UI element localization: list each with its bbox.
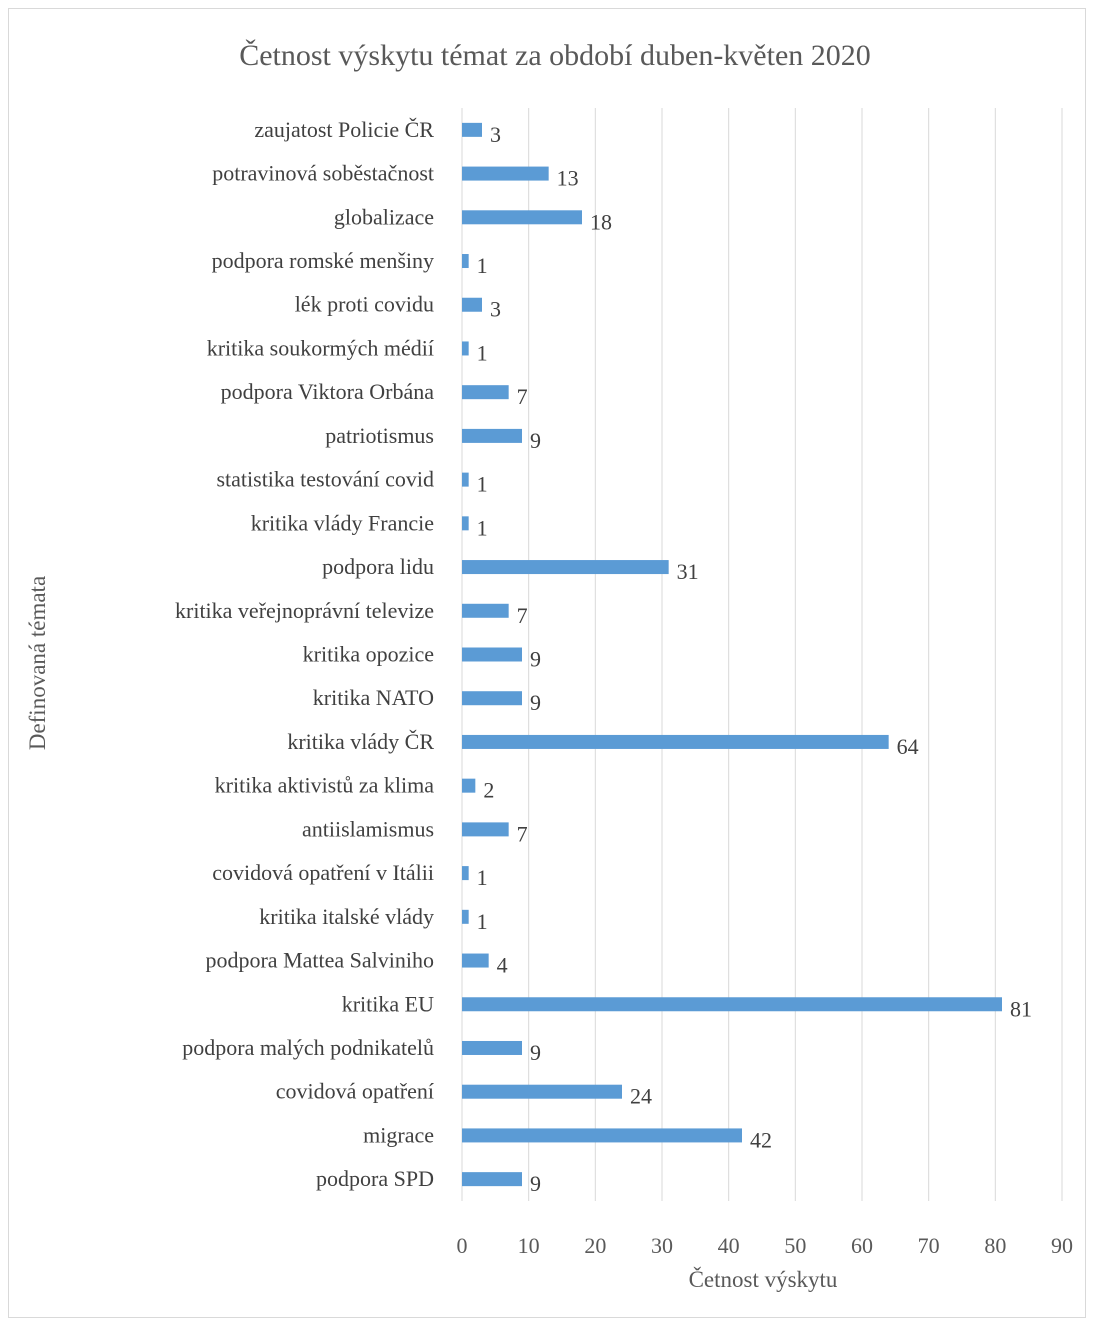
data-label-6: 1 xyxy=(477,340,488,365)
category-label-13: kritika opozice xyxy=(303,642,434,667)
bar-9 xyxy=(462,472,469,487)
bar-5 xyxy=(462,297,482,312)
data-label-10: 1 xyxy=(477,515,488,540)
data-label-3: 18 xyxy=(590,209,612,234)
category-label-16: kritika aktivistů za klima xyxy=(215,773,435,798)
bar-15 xyxy=(462,734,889,749)
data-label-23: 24 xyxy=(630,1084,652,1109)
x-tick-label-0: 0 xyxy=(457,1233,468,1258)
category-label-9: statistika testování covid xyxy=(216,467,434,492)
chart-title: Četnost výskytu témat za období duben-kv… xyxy=(239,39,871,72)
data-label-14: 9 xyxy=(530,690,541,715)
category-label-3: globalizace xyxy=(334,204,434,229)
data-label-19: 1 xyxy=(477,909,488,934)
x-tick-label-40: 40 xyxy=(718,1233,740,1258)
data-label-16: 2 xyxy=(483,778,494,803)
bar-24 xyxy=(462,1128,742,1143)
category-label-4: podpora romské menšiny xyxy=(212,248,434,273)
category-labels: zaujatost Policie ČR potravinová soběstač… xyxy=(175,117,434,1191)
category-label-20: podpora Mattea Salviniho xyxy=(205,948,434,973)
bar-8 xyxy=(462,428,522,443)
bar-16 xyxy=(462,778,476,793)
data-label-17: 7 xyxy=(517,821,528,846)
bar-18 xyxy=(462,866,469,881)
category-label-8: patriotismus xyxy=(325,423,434,448)
category-label-14: kritika NATO xyxy=(313,685,434,710)
category-label-24: migrace xyxy=(363,1122,434,1147)
category-label-2: potravinová soběstačnost xyxy=(212,161,434,186)
category-label-7: podpora Viktora Orbána xyxy=(221,379,435,404)
bar-6 xyxy=(462,341,469,356)
x-tick-label-90: 90 xyxy=(1051,1233,1073,1258)
bar-1 xyxy=(462,122,482,137)
bars xyxy=(462,122,1002,1187)
data-label-4: 1 xyxy=(477,253,488,278)
data-label-8: 9 xyxy=(530,428,541,453)
category-label-12: kritika veřejnoprávní televize xyxy=(175,598,434,623)
bar-22 xyxy=(462,1040,522,1055)
data-label-11: 31 xyxy=(677,559,699,584)
data-label-15: 64 xyxy=(897,734,919,759)
bar-11 xyxy=(462,560,669,575)
category-label-17: antiislamismus xyxy=(302,816,434,841)
bar-25 xyxy=(462,1172,522,1187)
data-label-21: 81 xyxy=(1010,996,1032,1021)
x-tick-label-80: 80 xyxy=(984,1233,1006,1258)
data-label-2: 13 xyxy=(557,166,579,191)
x-tick-label-20: 20 xyxy=(584,1233,606,1258)
x-tick-label-60: 60 xyxy=(851,1233,873,1258)
x-tick-label-70: 70 xyxy=(918,1233,940,1258)
category-label-10: kritika vlády Francie xyxy=(251,510,434,535)
bar-12 xyxy=(462,603,509,618)
x-tick-label-10: 10 xyxy=(518,1233,540,1258)
bar-3 xyxy=(462,210,582,225)
data-label-18: 1 xyxy=(477,865,488,890)
x-tick-label-30: 30 xyxy=(651,1233,673,1258)
data-label-5: 3 xyxy=(490,297,501,322)
bar-4 xyxy=(462,254,469,269)
bar-7 xyxy=(462,385,509,400)
gridlines xyxy=(461,108,1063,1201)
bar-13 xyxy=(462,647,522,662)
data-label-20: 4 xyxy=(497,953,508,978)
bar-14 xyxy=(462,691,522,706)
category-label-11: podpora lidu xyxy=(322,554,434,579)
data-label-1: 3 xyxy=(490,122,501,147)
data-label-24: 42 xyxy=(750,1127,772,1152)
category-label-6: kritika soukormých médií xyxy=(207,335,434,360)
bar-23 xyxy=(462,1084,622,1099)
bar-chart: Četnost výskytu témat za období duben-kv… xyxy=(25,39,1074,1292)
category-label-21: kritika EU xyxy=(342,991,434,1016)
x-axis-title: Četnost výskytu xyxy=(689,1266,838,1292)
bar-17 xyxy=(462,822,509,837)
data-label-25: 9 xyxy=(530,1171,541,1196)
x-tick-label-50: 50 xyxy=(784,1233,806,1258)
category-label-25: podpora SPD xyxy=(316,1166,434,1191)
chart-container: Četnost výskytu témat za období duben-kv… xyxy=(8,8,1086,1318)
category-label-23: covidová opatření xyxy=(276,1079,434,1104)
bar-21 xyxy=(462,997,1002,1012)
data-label-12: 7 xyxy=(517,603,528,628)
bar-2 xyxy=(462,166,549,181)
bar-20 xyxy=(462,953,489,968)
data-label-9: 1 xyxy=(477,472,488,497)
category-label-5: lék proti covidu xyxy=(295,292,434,317)
x-tick-labels: 0 10 20 30 40 50 60 70 80 90 xyxy=(457,1233,1074,1258)
bar-10 xyxy=(462,516,469,531)
bar-19 xyxy=(462,909,469,924)
category-label-19: kritika italské vlády xyxy=(259,904,434,929)
category-label-22: podpora malých podnikatelů xyxy=(182,1035,434,1060)
category-label-15: kritika vlády ČR xyxy=(287,729,434,754)
data-label-13: 9 xyxy=(530,647,541,672)
y-axis-title: Definovaná témata xyxy=(25,576,50,750)
data-label-22: 9 xyxy=(530,1040,541,1065)
category-label-1: zaujatost Policie ČR xyxy=(254,117,434,142)
data-label-7: 7 xyxy=(517,384,528,409)
category-label-18: covidová opatření v Itálii xyxy=(212,860,434,885)
